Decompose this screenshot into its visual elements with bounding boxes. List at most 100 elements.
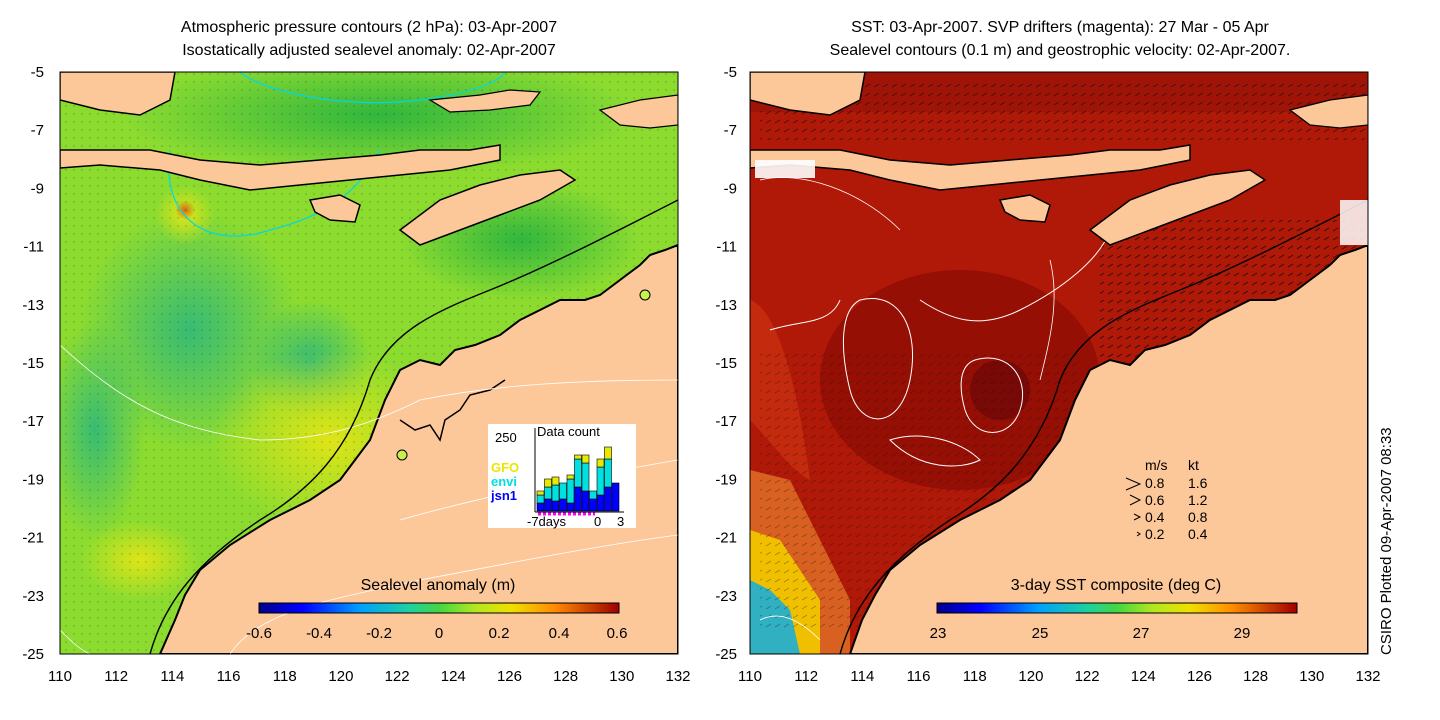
left-y-tick--17: -17 xyxy=(22,413,44,430)
sst-tick-25: 25 xyxy=(1032,625,1049,642)
left-y-axis-labels: -5 -7 -9 -11 -13 -15 -17 -19 -21 -23 -25 xyxy=(22,64,44,663)
left-coast-marker-1 xyxy=(639,289,651,301)
inset-bar-7-envi xyxy=(589,490,597,500)
sst-cloud-patch xyxy=(755,160,815,178)
left-sumba-island xyxy=(308,194,361,223)
velocity-ms-0.4: 0.4 xyxy=(1145,509,1165,525)
sla-colorbar-bar xyxy=(258,602,620,614)
left-y-tick--15: -15 xyxy=(22,355,44,372)
inset-x-label-end: 3 xyxy=(617,514,624,529)
right-x-tick-126: 126 xyxy=(1187,668,1212,685)
velocity-header-ms: m/s xyxy=(1145,457,1168,473)
sst-contour-loop-2 xyxy=(960,357,1024,433)
sla-colorbar: Sealevel anomaly (m) -0.6 -0.4 -0.2 0 0.… xyxy=(246,577,627,642)
right-x-tick-118: 118 xyxy=(963,668,987,685)
left-title-line1: Atmospheric pressure contours (2 hPa): 0… xyxy=(180,19,558,36)
left-x-axis-labels: 110 112 114 116 118 120 122 124 126 128 130 132 xyxy=(48,668,690,685)
left-x-tick-114: 114 xyxy=(160,668,184,685)
velocity-arrow-0.2 xyxy=(1136,531,1141,537)
right-y-axis-labels: -5 -7 -9 -11 -13 -15 -17 -19 -21 -23 -25 xyxy=(715,64,737,663)
sla-tick-neg0.4: -0.4 xyxy=(306,625,332,642)
velocity-arrow-0.4 xyxy=(1133,513,1142,521)
sst-tick-27: 27 xyxy=(1133,625,1150,642)
inset-bar-6-gfo xyxy=(581,454,590,464)
inset-legend-jsn1: jsn1 xyxy=(490,488,517,503)
right-y-tick--25: -25 xyxy=(715,646,737,663)
left-x-tick-120: 120 xyxy=(328,668,353,685)
left-x-tick-116: 116 xyxy=(217,668,241,685)
sst-contour-loop-1 xyxy=(843,298,914,420)
inset-x-label-zero: 0 xyxy=(594,514,601,529)
left-x-tick-132: 132 xyxy=(665,668,690,685)
sst-contour-3 xyxy=(919,229,1111,322)
right-title-line1: SST: 03-Apr-2007. SVP drifters (magenta)… xyxy=(851,19,1269,36)
inset-x-label-start: -7days xyxy=(527,514,567,529)
left-y-tick--9: -9 xyxy=(31,180,44,197)
velocity-ms-0.6: 0.6 xyxy=(1145,492,1165,508)
inset-bar-6-envi xyxy=(581,462,590,492)
left-x-tick-110: 110 xyxy=(48,668,72,685)
left-coast-marker-2 xyxy=(396,449,408,461)
right-x-tick-130: 130 xyxy=(1299,668,1324,685)
inset-ymax-label: 250 xyxy=(495,430,517,445)
left-y-tick--7: -7 xyxy=(31,122,44,139)
right-x-tick-124: 124 xyxy=(1131,668,1156,685)
inset-bar-4-jsn1 xyxy=(566,502,575,512)
inset-bar-10-jsn1 xyxy=(611,482,620,512)
inset-bar-4-gfo xyxy=(566,474,575,480)
left-map-frame xyxy=(59,71,679,655)
sst-contour-5 xyxy=(889,435,981,467)
right-shelf-edge xyxy=(839,199,1368,654)
inset-bar-4-envi xyxy=(566,478,575,504)
right-x-tick-120: 120 xyxy=(1018,668,1043,685)
sst-tick-29: 29 xyxy=(1234,625,1251,642)
left-x-tick-118: 118 xyxy=(273,668,297,685)
left-shelf-edge xyxy=(149,199,678,654)
sst-colorbar-label: 3-day SST composite (deg C) xyxy=(1011,577,1221,594)
inset-bar-7-jsn1 xyxy=(589,498,597,512)
sst-colorbar: 3-day SST composite (deg C) 23 25 27 29 xyxy=(930,577,1298,642)
left-x-tick-128: 128 xyxy=(553,668,578,685)
inset-bar-8-gfo xyxy=(596,458,605,468)
right-y-tick--17: -17 xyxy=(715,413,737,430)
inset-legend-gfo: GFO xyxy=(491,460,519,475)
left-x-tick-112: 112 xyxy=(104,668,128,685)
left-island-chain xyxy=(60,144,501,191)
right-title-line2: Sealevel contours (0.1 m) and geostrophi… xyxy=(829,42,1291,59)
velocity-legend: m/s kt 0.8 1.6 0.6 1.2 0.4 0.8 0.2 0.4 xyxy=(1125,457,1208,542)
inset-bar-3-jsn1 xyxy=(559,498,567,512)
right-map xyxy=(750,72,1368,654)
sla-tick-neg0.2: -0.2 xyxy=(366,625,392,642)
csiro-watermark: CSIRO Plotted 09-Apr-2007 08:33 xyxy=(1378,427,1395,655)
sst-contour-4 xyxy=(769,299,841,331)
left-white-contour-3 xyxy=(229,534,678,654)
left-map xyxy=(60,72,678,654)
right-x-tick-132: 132 xyxy=(1355,668,1380,685)
inset-bar-9-jsn1 xyxy=(604,486,612,512)
left-x-tick-130: 130 xyxy=(609,668,634,685)
left-coast-detail xyxy=(399,379,506,442)
right-map-frame xyxy=(749,71,1369,655)
left-y-tick--5: -5 xyxy=(31,64,44,81)
velocity-header-kt: kt xyxy=(1188,457,1199,473)
right-y-tick--19: -19 xyxy=(715,471,737,488)
right-y-tick--23: -23 xyxy=(715,588,737,605)
right-x-tick-114: 114 xyxy=(850,668,874,685)
velocity-kt-0.8: 0.8 xyxy=(1188,509,1208,525)
sla-tick-0.6: 0.6 xyxy=(607,625,628,642)
velocity-kt-1.2: 1.2 xyxy=(1188,492,1208,508)
sst-cloud-patch-2 xyxy=(1340,200,1368,245)
inset-bar-9-gfo xyxy=(604,446,612,460)
right-x-tick-128: 128 xyxy=(1243,668,1268,685)
velocity-kt-0.4: 0.4 xyxy=(1188,526,1208,542)
right-x-tick-110: 110 xyxy=(738,668,762,685)
right-y-tick--9: -9 xyxy=(724,180,737,197)
left-y-tick--23: -23 xyxy=(22,588,44,605)
inset-bar-2-gfo xyxy=(551,476,560,486)
right-x-tick-122: 122 xyxy=(1075,668,1100,685)
inset-bar-2-jsn1 xyxy=(551,500,560,512)
left-java-island xyxy=(60,72,176,116)
velocity-arrow-0.8 xyxy=(1125,477,1142,491)
left-timor-island xyxy=(398,169,577,246)
